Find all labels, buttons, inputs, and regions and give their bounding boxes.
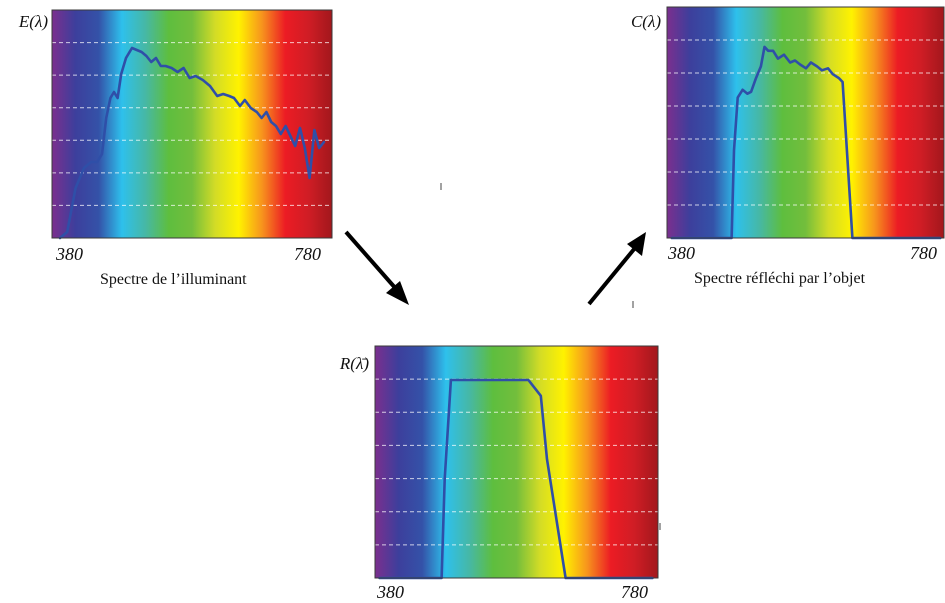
arrow-up-right-head xyxy=(627,232,646,256)
reflected-spectrum-background xyxy=(667,7,944,238)
reflected-spectrum-curve xyxy=(670,45,942,240)
illuminant-grid xyxy=(52,42,332,206)
reflectance-panel: R(λ̄) 380 780 xyxy=(339,345,659,602)
reflectance-tick-label-380: 380 xyxy=(376,582,404,602)
arrow-down-right-shaft xyxy=(344,230,399,292)
illuminant-frame xyxy=(51,9,333,239)
illuminant-tick-label-780: 780 xyxy=(294,244,321,264)
illuminant-y-label: E(λ) xyxy=(18,12,48,31)
illuminant-caption: Spectre de l’illuminant xyxy=(100,271,247,288)
reflectance-y-label: R(λ̄) xyxy=(339,354,369,373)
reflected-panel: C(λ) 380 780 Spectre réfléchi par l’obje… xyxy=(631,6,945,287)
reflected-tick-label-780: 780 xyxy=(910,243,937,263)
reflectance-spectrum-background xyxy=(375,346,658,578)
reflected-tick-label-380: 380 xyxy=(667,243,695,263)
illuminant-spectrum-background xyxy=(52,10,332,238)
arrow-up-right-shaft xyxy=(587,246,637,306)
reflected-y-label: C(λ) xyxy=(631,12,661,31)
reflected-frame xyxy=(666,6,945,239)
reflected-caption: Spectre réfléchi par l’objet xyxy=(694,270,866,287)
illuminant-tick-label-380: 380 xyxy=(55,244,83,264)
arrow-down-right-head xyxy=(386,281,409,305)
reflectance-tick-label-780: 780 xyxy=(621,582,648,602)
illuminant-spectrum-curve xyxy=(58,46,326,240)
arrow-reflectance-to-reflected xyxy=(587,232,646,306)
reflectance-frame xyxy=(374,345,659,579)
illuminant-panel: E(λ) 380 780 Spectre de l’illuminant xyxy=(18,9,333,288)
arrow-illuminant-to-reflectance xyxy=(344,230,409,305)
